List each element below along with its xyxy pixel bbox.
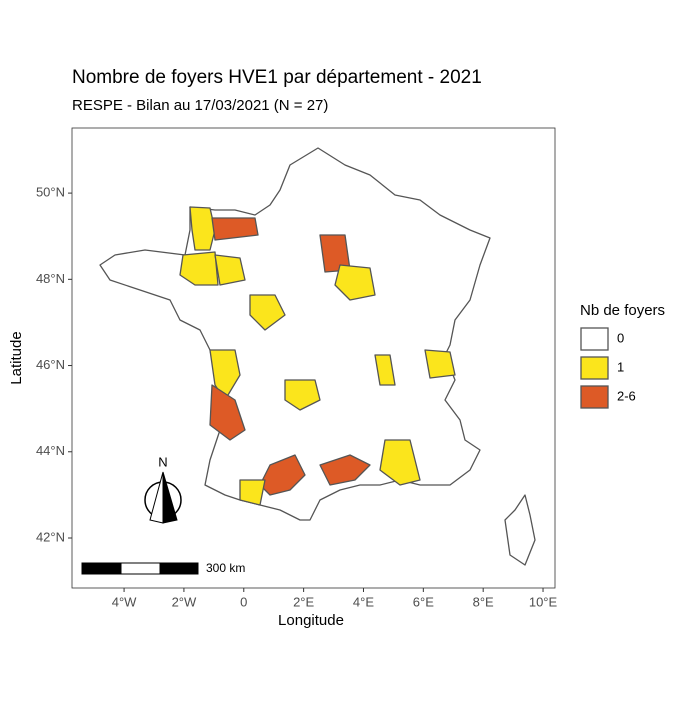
north-needle (162, 471, 178, 524)
x-tick-label: 6°E (413, 594, 434, 609)
y-tick-label: 42°N (36, 529, 65, 544)
scale-label: 300 km (206, 561, 245, 575)
scale-segment (120, 562, 161, 575)
legend-label: 1 (617, 359, 624, 374)
department (334, 264, 376, 301)
department (424, 349, 456, 379)
y-tick-label: 46°N (36, 357, 65, 372)
department (209, 349, 241, 401)
north-label: N (158, 454, 167, 469)
y-tick-label: 48°N (36, 271, 65, 286)
scale-bar: 300 km (81, 561, 245, 575)
x-tick-label: 2°E (293, 594, 314, 609)
department (211, 217, 259, 241)
y-tick-label: 44°N (36, 443, 65, 458)
legend-label: 0 (617, 330, 624, 345)
legend-label: 2-6 (617, 388, 636, 403)
x-axis-label: Longitude (278, 612, 344, 629)
department (209, 384, 246, 441)
y-axis-label: Latitude (8, 331, 25, 384)
scale-segment (159, 562, 199, 575)
x-tick-label: 10°E (529, 594, 558, 609)
department (284, 379, 321, 411)
department (239, 479, 266, 506)
legend-swatch (580, 356, 609, 380)
map-subtitle: RESPE - Bilan au 17/03/2021 (N = 27) (72, 97, 328, 114)
x-tick-label: 4°W (112, 594, 137, 609)
scale-segment (81, 562, 122, 575)
department (379, 439, 421, 486)
department (179, 251, 219, 286)
map-title: Nombre de foyers HVE1 par département - … (72, 67, 482, 88)
department (374, 354, 396, 386)
department (214, 254, 246, 286)
x-tick-label: 0 (240, 594, 247, 609)
legend-swatch (580, 327, 609, 351)
x-tick-label: 2°W (172, 594, 197, 609)
x-tick-label: 4°E (353, 594, 374, 609)
department (319, 454, 371, 486)
legend: Nb de foyers 0 1 2-6 (580, 302, 665, 409)
department (189, 206, 216, 251)
department (504, 494, 536, 566)
north-arrow: N (144, 454, 182, 524)
departments (99, 147, 536, 566)
department (249, 294, 286, 331)
legend-title: Nb de foyers (580, 302, 665, 319)
x-tick-label: 8°E (473, 594, 494, 609)
y-tick-label: 50°N (36, 185, 65, 200)
legend-swatch (580, 385, 609, 409)
